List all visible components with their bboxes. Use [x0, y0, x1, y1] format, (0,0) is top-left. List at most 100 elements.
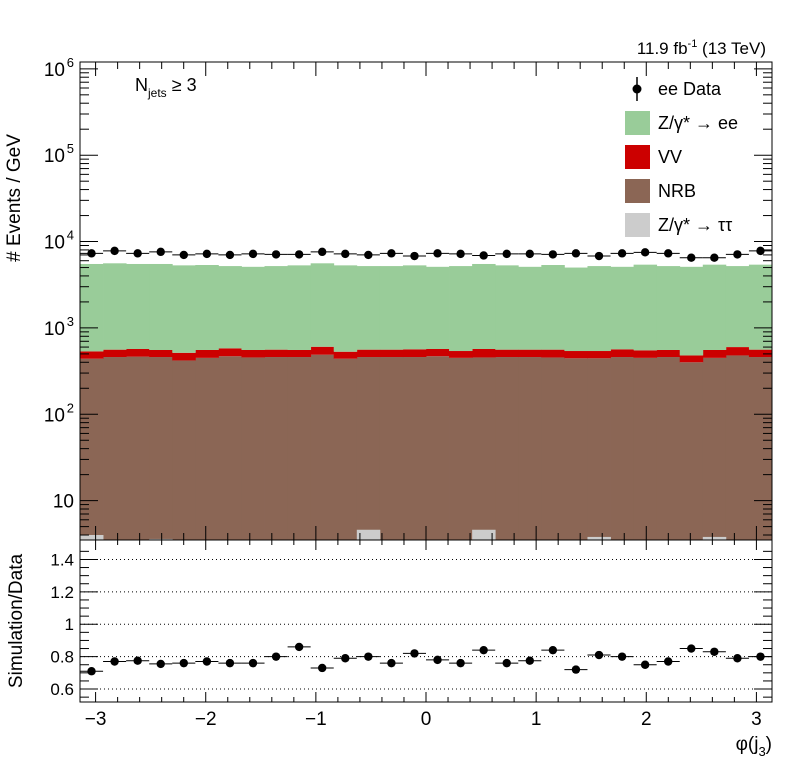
data-point	[571, 249, 581, 258]
stack-bar-z-ee	[287, 265, 312, 350]
stack-bar-vv	[426, 348, 450, 357]
ratio-point	[318, 663, 327, 673]
stack-bar-z-ee	[333, 265, 358, 352]
data-point	[617, 249, 627, 258]
stack-bar-z-ee	[748, 264, 773, 350]
stack-bar-z-ee	[702, 264, 727, 350]
stack-bar-nrb	[287, 357, 312, 540]
stack-bar-z-ee	[426, 266, 450, 349]
stack-bar-ztautau	[356, 529, 381, 540]
stack-bar-z-ee	[587, 266, 611, 352]
stack-bar-z-ee	[264, 266, 288, 350]
legend-swatch	[625, 145, 650, 169]
ratio-point	[640, 660, 650, 669]
stack-bar-nrb	[610, 357, 634, 540]
stack-bar-vv	[679, 355, 704, 363]
stack-bar-vv	[518, 349, 542, 358]
stack-bar-vv	[702, 349, 727, 358]
stack-bar-vv	[264, 349, 288, 358]
data-point	[710, 253, 719, 262]
stack-bar-vv	[402, 349, 427, 358]
stack-bar-z-ee	[103, 263, 127, 350]
data-point	[640, 248, 650, 257]
x-tick-label: 3	[751, 709, 762, 730]
selection-label: Njets ≥ 3	[135, 75, 197, 100]
stack-bar-nrb	[310, 354, 335, 540]
y-tick-exponent: 6	[67, 55, 74, 70]
stack-bar-z-ee	[633, 264, 658, 351]
stack-bar-nrb	[426, 356, 450, 540]
data-point	[502, 249, 511, 259]
stack-bar-vv	[656, 349, 681, 358]
legend: ee Data Z/γ* → ee VV NRB Z/γ* → ττ	[625, 77, 738, 237]
stack-bar-nrb	[218, 356, 242, 540]
x-tick-label: 1	[531, 709, 542, 730]
ratio-y-tick-label: 0.6	[50, 680, 74, 699]
stack-bar-z-ee	[241, 266, 265, 350]
stack-bar-vv	[80, 351, 104, 359]
x-tick-label: −3	[85, 709, 107, 730]
legend-entry-zee: Z/γ* → ee	[625, 111, 738, 135]
ratio-point	[387, 658, 396, 668]
stack-bar-z-ee	[356, 266, 381, 350]
y-tick-exponent: 4	[67, 228, 74, 243]
stack-bar-nrb	[702, 357, 727, 540]
stack-bar-z-ee	[402, 265, 427, 350]
legend-label: NRB	[658, 181, 696, 201]
stack-bar-vv	[587, 351, 611, 359]
ratio-y-tick-label: 1.2	[50, 583, 74, 602]
data-point	[271, 250, 281, 259]
ratio-point	[87, 667, 96, 676]
data-point	[202, 249, 212, 259]
x-axis-title: φ(j3)	[736, 734, 772, 759]
ratio-point	[179, 658, 188, 668]
stack-bar-z-ee	[449, 266, 473, 352]
y-tick-label: 10	[44, 233, 65, 254]
data-point	[156, 247, 165, 257]
ratio-point	[156, 659, 165, 669]
stack-bar-ztautau	[80, 534, 104, 540]
stack-bar-z-ee	[656, 266, 681, 350]
ratio-point	[548, 645, 558, 655]
ratio-point	[433, 655, 442, 665]
y-tick-label: 10	[44, 146, 65, 167]
stack-bar-vv	[633, 350, 658, 358]
stack-bar-z-ee	[379, 266, 404, 350]
ratio-point	[110, 657, 119, 666]
stack-bar-vv	[541, 349, 565, 358]
stack-bar-z-ee	[149, 263, 173, 350]
stack-bar-vv	[149, 349, 173, 358]
stack-bar-vv	[379, 349, 404, 358]
ratio-point	[479, 645, 488, 655]
stack-bar-vv	[218, 348, 242, 357]
ratio-point	[294, 642, 304, 652]
data-point	[733, 250, 742, 259]
stack-bar-nrb	[126, 356, 150, 540]
y-tick-exponent: 5	[67, 141, 74, 156]
legend-swatch	[625, 179, 650, 203]
stack-bar-vv	[356, 349, 381, 358]
data-point	[225, 250, 235, 260]
stack-bar-nrb	[656, 357, 681, 540]
main-y-axis-title: # Events / GeV	[4, 134, 25, 262]
ratio-point	[364, 652, 373, 661]
stack-bar-z-ee	[564, 267, 588, 352]
stack-bar-nrb	[241, 357, 265, 540]
ratio-point	[664, 657, 673, 666]
ratio-point	[271, 652, 281, 661]
data-point	[479, 251, 488, 260]
stack-bar-z-ee	[518, 266, 542, 350]
ratio-y-tick-label: 1	[65, 615, 74, 634]
stack-bar-nrb	[195, 357, 219, 540]
x-tick-label: 0	[421, 709, 432, 730]
y-tick-label: 10	[44, 319, 65, 340]
stack-bar-z-ee	[541, 265, 565, 350]
ratio-point	[248, 658, 258, 668]
stack-bar-z-ee	[610, 266, 634, 350]
legend-entry-nrb: NRB	[625, 179, 696, 203]
ratio-point	[410, 649, 419, 658]
stack-bar-nrb	[633, 357, 658, 540]
ratio-point	[525, 656, 534, 665]
stack-bar-vv	[610, 349, 634, 358]
